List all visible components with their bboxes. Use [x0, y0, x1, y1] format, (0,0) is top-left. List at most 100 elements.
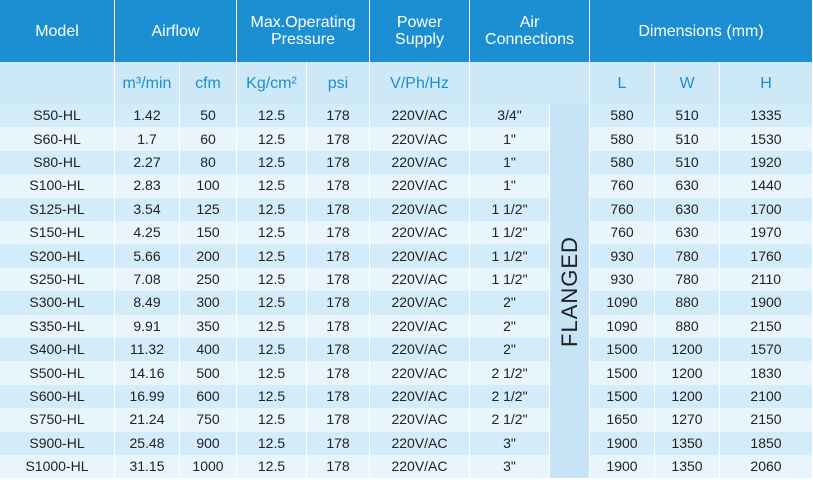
cell-text: H	[760, 74, 772, 92]
cell-text: 630	[675, 200, 699, 217]
table-cell: 220V/AC	[370, 197, 470, 221]
cell-text: 1970	[750, 224, 782, 241]
table-cell: S1000-HL	[0, 455, 115, 479]
cell-text: 220V/AC	[391, 107, 448, 124]
unit-cell: m³/min	[115, 62, 180, 104]
cell-text: 220V/AC	[391, 317, 448, 334]
unit-cell: L	[590, 62, 655, 104]
table-cell: 178	[307, 267, 370, 292]
table-cell: 1000	[180, 455, 237, 479]
cell-text: m³/min	[122, 74, 172, 92]
cell-text: 9.91	[133, 317, 161, 334]
cell-text: 930	[610, 247, 634, 264]
table-cell: 178	[307, 197, 370, 221]
cell-text: 510	[675, 107, 699, 124]
cell-text: 600	[196, 387, 220, 404]
table-cell: 3.54	[115, 197, 180, 221]
cell-text: 11.32	[130, 341, 164, 358]
table-cell: 1350	[655, 431, 720, 455]
table-cell: 1920	[720, 150, 813, 175]
cell-text: S200-HL	[29, 247, 85, 264]
table-cell: 178	[307, 455, 370, 479]
cell-text: 178	[326, 317, 350, 334]
table-cell: 1900	[720, 291, 813, 315]
table-cell: 178	[307, 104, 370, 128]
table-cell: S300-HL	[0, 291, 115, 315]
table-cell: 12.5	[237, 314, 307, 338]
table-cell: 80	[180, 150, 237, 175]
cell-text: 25.48	[129, 434, 165, 451]
table-cell: 760	[590, 221, 655, 245]
cell-text: 12.5	[257, 177, 286, 194]
table-cell: S100-HL	[0, 174, 115, 198]
cell-text: 220V/AC	[391, 411, 448, 428]
cell-text: 1760	[750, 247, 782, 264]
table-cell: 3"	[470, 431, 550, 455]
cell-text: 178	[326, 153, 350, 170]
cell-text: S250-HL	[29, 270, 85, 287]
table-cell: 178	[307, 244, 370, 268]
cell-text: L	[617, 74, 627, 92]
table-cell: 2.83	[115, 174, 180, 198]
table-cell: S200-HL	[0, 244, 115, 268]
table-cell: 178	[307, 150, 370, 175]
cell-text: 1"	[503, 177, 516, 194]
cell-text: 1830	[750, 364, 782, 381]
cell-text: 2"	[503, 294, 516, 311]
cell-text: 1500	[606, 387, 638, 404]
table-cell: 900	[180, 431, 237, 455]
cell-text: 200	[196, 247, 220, 264]
cell-text: S750-HL	[29, 411, 85, 428]
table-cell: 1440	[720, 174, 813, 198]
cell-text: 2150	[750, 411, 782, 428]
table-cell: 510	[655, 127, 720, 151]
table-cell: 178	[307, 384, 370, 409]
table-cell: 1200	[655, 361, 720, 385]
cell-text: 178	[326, 364, 350, 381]
cell-text: 2 1/2"	[491, 411, 528, 428]
table-cell: S500-HL	[0, 361, 115, 385]
unit-cell	[470, 62, 590, 104]
cell-text: 12.5	[257, 247, 286, 264]
cell-text: S125-HL	[29, 200, 85, 217]
table-cell: 1970	[720, 221, 813, 245]
cell-text: 760	[610, 224, 634, 241]
table-cell: 1"	[470, 174, 550, 198]
cell-text: S300-HL	[29, 294, 85, 311]
cell-text: S400-HL	[29, 341, 85, 358]
cell-text: 150	[196, 224, 220, 241]
table-cell: 2060	[720, 455, 813, 479]
table-cell: S80-HL	[0, 150, 115, 175]
table-cell: 11.32	[115, 338, 180, 362]
cell-text: 5.66	[133, 247, 161, 264]
cell-text: 780	[675, 247, 699, 264]
cell-text: 1900	[606, 434, 638, 451]
cell-text: S900-HL	[29, 434, 85, 451]
table-cell: 178	[307, 431, 370, 455]
table-cell: 9.91	[115, 314, 180, 338]
cell-text: 500	[196, 364, 220, 381]
cell-text: 350	[196, 317, 220, 334]
cell-text: 3/4"	[497, 107, 522, 124]
cell-text: 12.5	[257, 341, 286, 358]
cell-text: 1900	[606, 458, 638, 475]
table-cell: 178	[307, 338, 370, 362]
cell-text: 1900	[750, 294, 782, 311]
table-cell: 1 1/2"	[470, 197, 550, 221]
cell-text: 930	[610, 270, 634, 287]
cell-text: S150-HL	[29, 224, 85, 241]
header-cell: Model	[0, 0, 115, 62]
cell-text: 880	[675, 294, 699, 311]
table-cell: 60	[180, 127, 237, 151]
cell-text: 630	[675, 177, 699, 194]
header-cell: Power Supply	[370, 0, 470, 62]
cell-text: 125	[196, 200, 220, 217]
cell-text: Power Supply	[395, 14, 444, 48]
table-cell: 220V/AC	[370, 384, 470, 409]
table-cell: 930	[590, 244, 655, 268]
table-cell: 1650	[590, 408, 655, 432]
cell-text: 12.5	[257, 364, 286, 381]
header-cell: Air Connections	[470, 0, 590, 62]
cell-text: 12.5	[257, 434, 286, 451]
cell-text: 1570	[750, 341, 782, 358]
